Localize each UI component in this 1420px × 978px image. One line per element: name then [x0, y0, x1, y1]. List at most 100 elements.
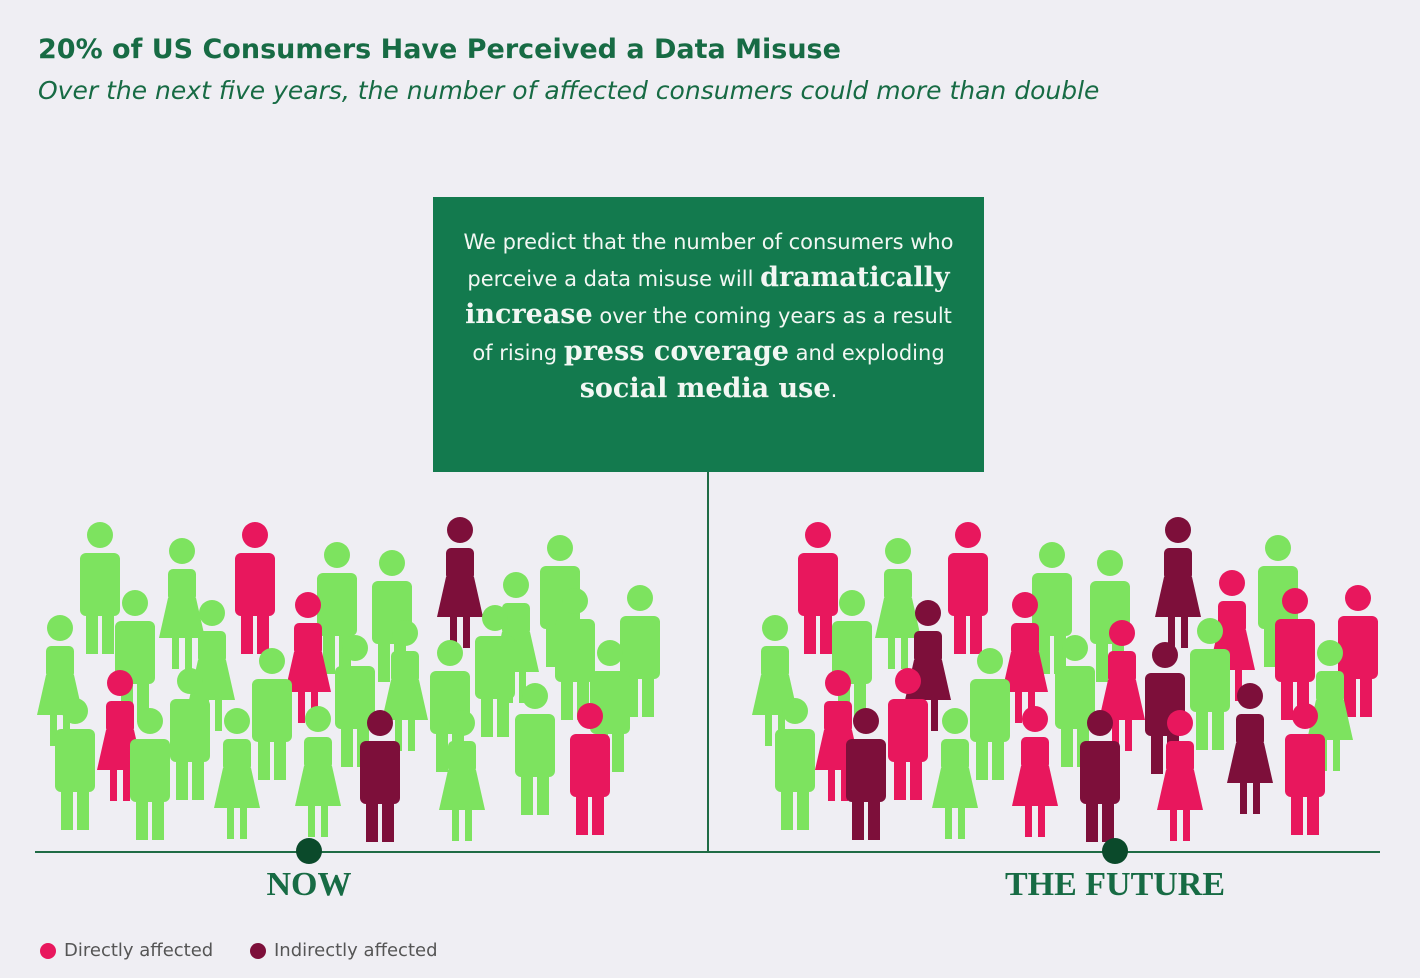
leg [1038, 805, 1045, 837]
torso [130, 739, 170, 802]
person [1157, 710, 1203, 841]
person [159, 538, 205, 669]
torso [1316, 671, 1344, 703]
torso [1166, 741, 1194, 773]
leg [450, 616, 457, 648]
leg [1240, 782, 1247, 814]
person [80, 522, 120, 654]
leg [1102, 802, 1114, 842]
leg [820, 614, 832, 654]
leg [576, 795, 588, 835]
timeline-dot [1102, 838, 1128, 864]
head [1237, 683, 1263, 709]
leg [1061, 727, 1073, 767]
person [932, 708, 978, 839]
person [1338, 585, 1378, 717]
head [342, 635, 368, 661]
head [915, 600, 941, 626]
leg [436, 732, 448, 772]
leg [1281, 680, 1293, 720]
leg [1125, 719, 1132, 751]
torso [448, 741, 476, 773]
leg [1264, 627, 1276, 667]
leg [1170, 809, 1177, 841]
skirt [1157, 770, 1203, 810]
leg [61, 790, 73, 830]
leg [298, 691, 305, 723]
head [1062, 635, 1088, 661]
leg [765, 714, 772, 746]
text: over the coming years as a result of ris… [472, 304, 952, 365]
head [224, 708, 250, 734]
skirt [1002, 652, 1048, 692]
torso [1055, 666, 1095, 729]
torso [106, 701, 134, 733]
leg [1291, 795, 1303, 835]
head [825, 670, 851, 696]
head [1165, 517, 1191, 543]
torso [1338, 616, 1378, 679]
head [379, 550, 405, 576]
head [547, 535, 573, 561]
leg [274, 740, 286, 780]
head [762, 615, 788, 641]
skirt [214, 768, 260, 808]
head [597, 640, 623, 666]
head [1292, 703, 1318, 729]
skirt [285, 652, 331, 692]
leg [612, 732, 624, 772]
person [437, 517, 483, 648]
torso [1285, 734, 1325, 797]
head [977, 648, 1003, 674]
torso [948, 553, 988, 616]
head [1109, 620, 1135, 646]
torso [798, 553, 838, 616]
leg [828, 769, 835, 801]
person [515, 683, 555, 815]
person [37, 615, 83, 746]
leg [1212, 710, 1224, 750]
leg [215, 699, 222, 731]
torso [970, 679, 1010, 742]
skirt [875, 598, 921, 638]
leg [341, 727, 353, 767]
person [1080, 710, 1120, 842]
head [62, 698, 88, 724]
head [305, 706, 331, 732]
head [199, 600, 225, 626]
head [1197, 618, 1223, 644]
person [170, 668, 210, 800]
leg [378, 642, 390, 682]
person [360, 710, 400, 842]
torso [1108, 651, 1136, 683]
leg [465, 809, 472, 841]
head [242, 522, 268, 548]
leg [1096, 642, 1108, 682]
head [1087, 710, 1113, 736]
person [55, 698, 95, 830]
leg [642, 677, 654, 717]
head [177, 668, 203, 694]
person [620, 585, 660, 717]
legend-label: Directly affected [64, 940, 214, 961]
head [1317, 640, 1343, 666]
leg [901, 637, 908, 669]
head [259, 648, 285, 674]
torso [1190, 649, 1230, 712]
person [475, 605, 515, 737]
skirt [189, 660, 235, 700]
torso [335, 666, 375, 729]
leg [1307, 795, 1319, 835]
person [1285, 703, 1325, 835]
head [805, 522, 831, 548]
torso [941, 739, 969, 771]
head [782, 698, 808, 724]
emphasis: press coverage [563, 336, 789, 367]
leg [110, 769, 117, 801]
torso [824, 701, 852, 733]
head [895, 668, 921, 694]
torso [317, 573, 357, 636]
person [1032, 542, 1072, 674]
leg [50, 714, 57, 746]
leg [976, 740, 988, 780]
